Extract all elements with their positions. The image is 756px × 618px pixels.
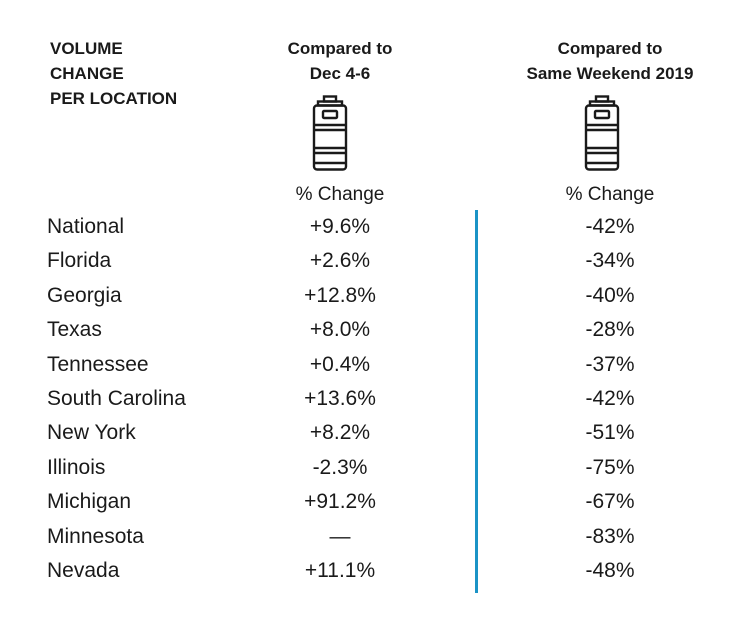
location-cell: Nevada bbox=[47, 558, 120, 582]
location-cell: New York bbox=[47, 421, 136, 445]
keg-icon bbox=[584, 95, 620, 171]
vs-dec-cell: +9.6% bbox=[309, 215, 371, 238]
vs-2019-cell: -42% bbox=[585, 215, 635, 238]
vs-dec-cell: — bbox=[329, 524, 351, 548]
table-row: National +9.6% -42% bbox=[0, 212, 756, 246]
column-header-dec: Compared to Dec 4-6 bbox=[240, 36, 440, 86]
vs-dec-cell: -2.3% bbox=[312, 455, 368, 479]
column-header-2019-line-2: Same Weekend 2019 bbox=[526, 64, 694, 83]
column-subheader-dec: % Change bbox=[295, 184, 385, 205]
vs-2019-cell: -48% bbox=[585, 558, 635, 582]
location-cell: Illinois bbox=[47, 455, 106, 479]
table-row: New York +8.2% -51% bbox=[0, 418, 756, 452]
table-row: Georgia +12.8% -40% bbox=[0, 281, 756, 315]
table-row: South Carolina +13.6% -42% bbox=[0, 384, 756, 418]
column-header-2019-line-1: Compared to bbox=[557, 39, 663, 58]
vs-dec-cell: +8.0% bbox=[309, 318, 371, 342]
vs-2019-cell: -42% bbox=[585, 386, 635, 410]
vs-2019-cell: -34% bbox=[585, 249, 635, 273]
vs-2019-cell: -28% bbox=[585, 318, 635, 342]
table-row: Nevada +11.1% -48% bbox=[0, 556, 756, 590]
table-row: Minnesota — -83% bbox=[0, 522, 756, 556]
table-row: Texas +8.0% -28% bbox=[0, 315, 756, 349]
column-divider bbox=[475, 210, 478, 593]
table-body: National +9.6% -42% Florida +2.6% -34% Georgia… bbox=[0, 212, 756, 590]
column-header-dec-line-2: Dec 4-6 bbox=[309, 64, 371, 83]
location-cell: Michigan bbox=[47, 490, 132, 514]
location-cell: South Carolina bbox=[47, 386, 186, 410]
table-row: Illinois -2.3% -75% bbox=[0, 453, 756, 487]
vs-dec-cell: +13.6% bbox=[304, 386, 376, 410]
vs-dec-cell: +91.2% bbox=[304, 490, 376, 514]
vs-dec-cell: +0.4% bbox=[309, 352, 371, 376]
title-line-1: VOLUME bbox=[50, 39, 123, 58]
vs-2019-cell: -37% bbox=[585, 352, 635, 376]
vs-dec-cell: +2.6% bbox=[309, 249, 371, 273]
column-header-2019: Compared to Same Weekend 2019 bbox=[490, 36, 730, 86]
vs-2019-cell: -67% bbox=[585, 490, 635, 514]
vs-dec-cell: +11.1% bbox=[304, 558, 376, 582]
vs-dec-cell: +8.2% bbox=[309, 421, 371, 445]
location-cell: Florida bbox=[47, 249, 112, 273]
title-line-3: PER LOCATION bbox=[50, 89, 178, 108]
vs-dec-cell: +12.8% bbox=[304, 283, 376, 307]
keg-icon bbox=[312, 95, 348, 171]
table-title: VOLUME CHANGE PER LOCATION bbox=[50, 36, 250, 111]
table-row: Florida +2.6% -34% bbox=[0, 246, 756, 280]
table-row: Michigan +91.2% -67% bbox=[0, 487, 756, 521]
vs-2019-cell: -51% bbox=[585, 421, 635, 445]
vs-2019-cell: -40% bbox=[585, 283, 635, 307]
column-subheader-2019: % Change bbox=[565, 184, 655, 205]
location-cell: Minnesota bbox=[47, 524, 144, 548]
column-header-dec-line-1: Compared to bbox=[287, 39, 393, 58]
title-line-2: CHANGE bbox=[50, 64, 124, 83]
location-cell: Georgia bbox=[47, 283, 122, 307]
vs-2019-cell: -75% bbox=[585, 455, 635, 479]
location-cell: Tennessee bbox=[47, 352, 149, 376]
location-cell: Texas bbox=[47, 318, 102, 342]
location-cell: National bbox=[47, 215, 125, 238]
vs-2019-cell: -83% bbox=[585, 524, 635, 548]
table-row: Tennessee +0.4% -37% bbox=[0, 350, 756, 384]
